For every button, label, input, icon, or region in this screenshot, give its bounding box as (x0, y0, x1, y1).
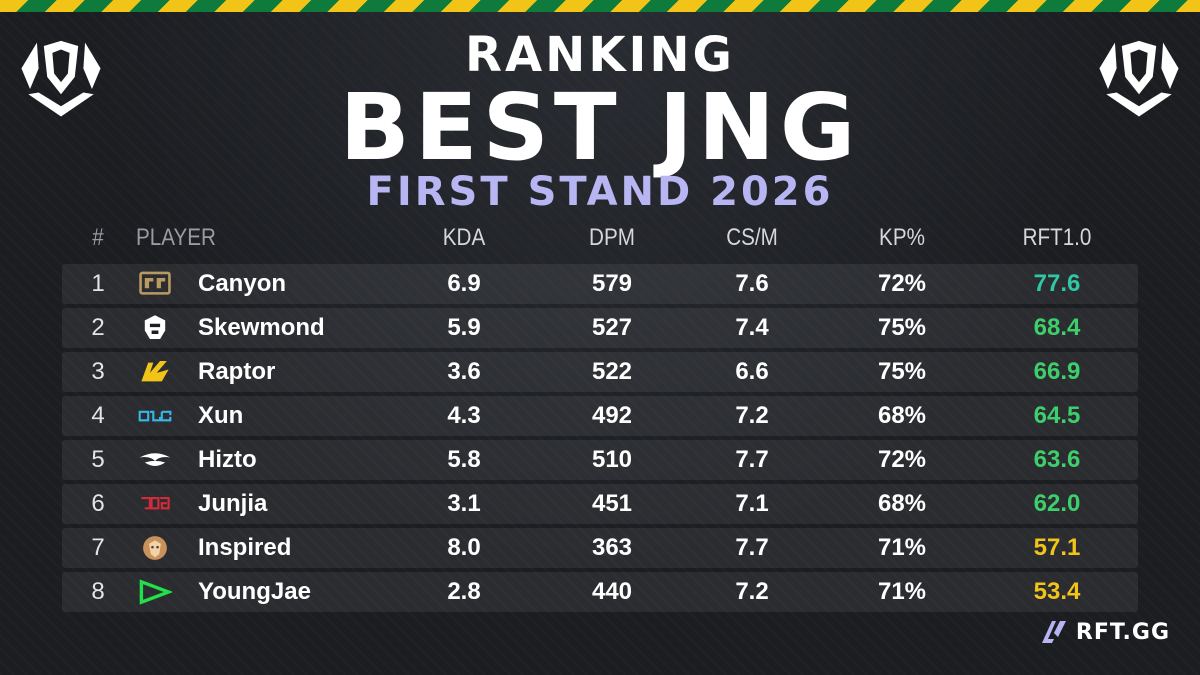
player-name: Hizto (198, 446, 257, 473)
rank-cell: 8 (91, 578, 105, 605)
rank-cell: 5 (91, 446, 105, 473)
table-row: 1 Canyon 6.9 579 7.6 72% 77.6 (62, 264, 1138, 304)
dpm-cell: 510 (591, 446, 633, 473)
kda-cell: 4.3 (447, 402, 481, 429)
rft-cell: 57.1 (1033, 534, 1081, 561)
first-stand-logo-icon (1099, 40, 1179, 117)
ranking-table: # PLAYER KDA DPM CS/M KP% RFT1.0 1 Canyo… (62, 218, 1138, 612)
lion-logo-icon (143, 536, 167, 560)
kda-cell: 5.9 (447, 314, 481, 341)
table-row: 4 Xun 4.3 492 7.2 68% 64.5 (62, 396, 1138, 436)
rft-cell: 68.4 (1033, 314, 1081, 341)
table-row: 5 Hizto 5.8 510 7.7 72% 63.6 (62, 440, 1138, 480)
rft-cell: 77.6 (1033, 270, 1081, 297)
header-kp: KP% (879, 224, 925, 251)
rank-cell: 3 (91, 358, 105, 385)
table-row: 7 Inspired 8.0 363 7.7 71% 57.1 (62, 528, 1138, 568)
dpm-cell: 527 (591, 314, 633, 341)
dpm-cell: 492 (591, 402, 633, 429)
player-name: Xun (198, 402, 244, 429)
loud-logo-icon (139, 579, 172, 605)
rft-logo-icon (1041, 621, 1066, 643)
table-row: 8 YoungJae 2.8 440 7.2 71% 53.4 (62, 572, 1138, 612)
player-name: Canyon (198, 270, 287, 297)
csm-cell: 7.1 (735, 490, 769, 517)
title-ranking: RANKING (465, 27, 735, 83)
top-stripe (0, 0, 1200, 12)
rank-cell: 7 (91, 534, 105, 561)
csm-cell: 7.7 (735, 534, 769, 561)
player-name: Inspired (198, 534, 292, 561)
kp-cell: 68% (877, 402, 927, 429)
player-name: Raptor (198, 358, 276, 385)
csm-cell: 7.2 (735, 578, 769, 605)
csm-cell: 7.2 (735, 402, 769, 429)
rank-cell: 2 (91, 314, 105, 341)
rft-cell: 66.9 (1033, 358, 1081, 385)
rank-cell: 4 (91, 402, 105, 429)
csm-cell: 7.6 (735, 270, 769, 297)
header-player: PLAYER (136, 224, 216, 251)
kp-cell: 71% (877, 534, 927, 561)
player-name: YoungJae (198, 578, 311, 605)
player-name: Junjia (198, 490, 268, 517)
dpm-cell: 579 (591, 270, 633, 297)
rank-cell: 6 (91, 490, 105, 517)
table-row: 2 Skewmond 5.9 527 7.4 75% 68.4 (62, 308, 1138, 348)
rft-cell: 63.6 (1033, 446, 1081, 473)
dpm-cell: 440 (591, 578, 633, 605)
dpm-cell: 451 (591, 490, 633, 517)
brand-text: RFT.GG (1075, 619, 1170, 645)
team-secret-logo-icon (139, 453, 171, 466)
header-rank: # (92, 224, 104, 251)
dpm-cell: 522 (591, 358, 633, 385)
header-kda: KDA (442, 224, 486, 251)
jdg-logo-icon (141, 496, 170, 510)
bilibili-gaming-yellow-logo-icon (141, 360, 169, 382)
table-row: 6 Junjia 3.1 451 7.1 68% 62.0 (62, 484, 1138, 524)
kda-cell: 3.6 (447, 358, 481, 385)
kda-cell: 3.1 (447, 490, 481, 517)
title-best-jng: BEST JNG (339, 74, 861, 181)
csm-cell: 7.7 (735, 446, 769, 473)
g2-logo-icon (144, 315, 166, 340)
kda-cell: 8.0 (447, 534, 481, 561)
header-csm: CS/M (726, 224, 778, 251)
csm-cell: 6.6 (735, 358, 769, 385)
rft-cell: 62.0 (1033, 490, 1081, 517)
kda-cell: 5.8 (447, 446, 481, 473)
kda-cell: 2.8 (447, 578, 481, 605)
table-row: 3 Raptor 3.6 522 6.6 75% 66.9 (62, 352, 1138, 392)
header-rft: RFT1.0 (1022, 224, 1092, 251)
table-body: 1 Canyon 6.9 579 7.6 72% 77.6 2 Skewmond… (62, 264, 1138, 616)
blg-logo-icon (138, 410, 172, 422)
kda-cell: 6.9 (447, 270, 481, 297)
gen-g-logo-icon (139, 271, 171, 295)
rft-cell: 64.5 (1033, 402, 1081, 429)
kp-cell: 72% (877, 270, 927, 297)
brand-watermark: RFT.GG (1040, 617, 1170, 647)
dpm-cell: 363 (591, 534, 633, 561)
kp-cell: 71% (877, 578, 927, 605)
kp-cell: 75% (877, 358, 927, 385)
header-dpm: DPM (589, 224, 635, 251)
rank-cell: 1 (91, 270, 105, 297)
kp-cell: 68% (877, 490, 927, 517)
subtitle-event: FIRST STAND 2026 (366, 169, 834, 215)
rft-cell: 53.4 (1033, 578, 1081, 605)
first-stand-logo-icon (21, 40, 101, 117)
kp-cell: 75% (877, 314, 927, 341)
player-name: Skewmond (198, 314, 325, 341)
kp-cell: 72% (877, 446, 927, 473)
csm-cell: 7.4 (735, 314, 769, 341)
table-header: # PLAYER KDA DPM CS/M KP% RFT1.0 (62, 218, 1138, 258)
